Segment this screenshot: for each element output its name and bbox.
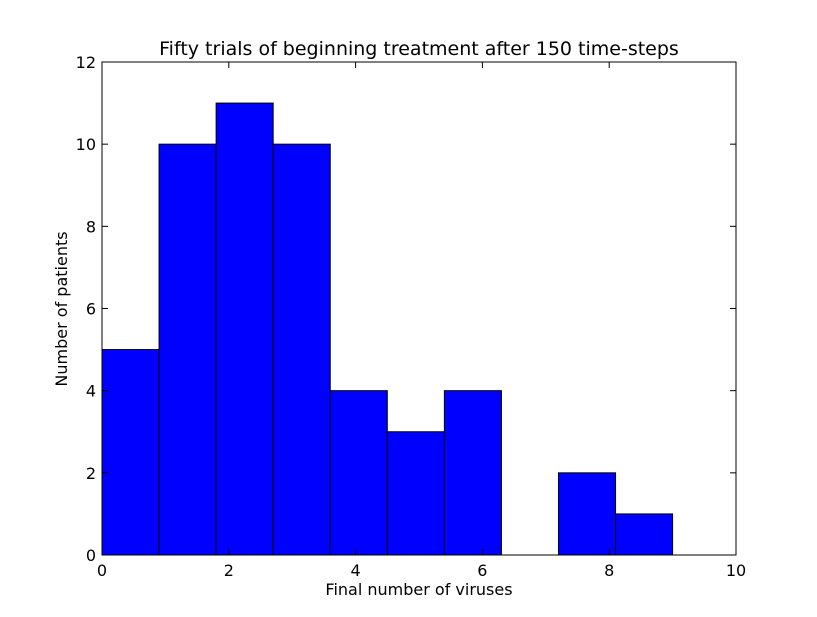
histogram-bar xyxy=(272,143,331,556)
histogram-bar xyxy=(158,143,217,556)
x-tick-label: 10 xyxy=(726,561,746,580)
histogram-bar xyxy=(557,472,617,556)
y-tick-label: 6 xyxy=(86,300,96,319)
y-tick-label: 0 xyxy=(86,546,96,565)
y-tick-label: 4 xyxy=(86,382,96,401)
x-tick-label: 2 xyxy=(224,561,234,580)
histogram-bar xyxy=(329,390,388,556)
histogram-bar xyxy=(101,349,160,556)
y-tick-label: 2 xyxy=(86,464,96,483)
y-axis-label: Number of patients xyxy=(52,231,71,386)
x-axis-label: Final number of viruses xyxy=(325,580,512,599)
chart-title: Fifty trials of beginning treatment afte… xyxy=(159,38,679,60)
bars-group xyxy=(101,102,674,556)
histogram-bar xyxy=(443,390,502,556)
ticks-group: 0 2 4 6 8 10 0 2 4 6 8 10 12 xyxy=(76,53,747,580)
y-tick-label: 12 xyxy=(76,53,96,72)
histogram-bar xyxy=(615,513,674,556)
histogram-bar xyxy=(386,431,445,556)
x-tick-label: 8 xyxy=(604,561,614,580)
y-tick-label: 8 xyxy=(86,217,96,236)
y-tick-label: 10 xyxy=(76,135,96,154)
x-tick-label: 4 xyxy=(351,561,361,580)
x-tick-label: 6 xyxy=(477,561,487,580)
histogram-bar xyxy=(215,102,274,556)
x-tick-label: 0 xyxy=(97,561,107,580)
